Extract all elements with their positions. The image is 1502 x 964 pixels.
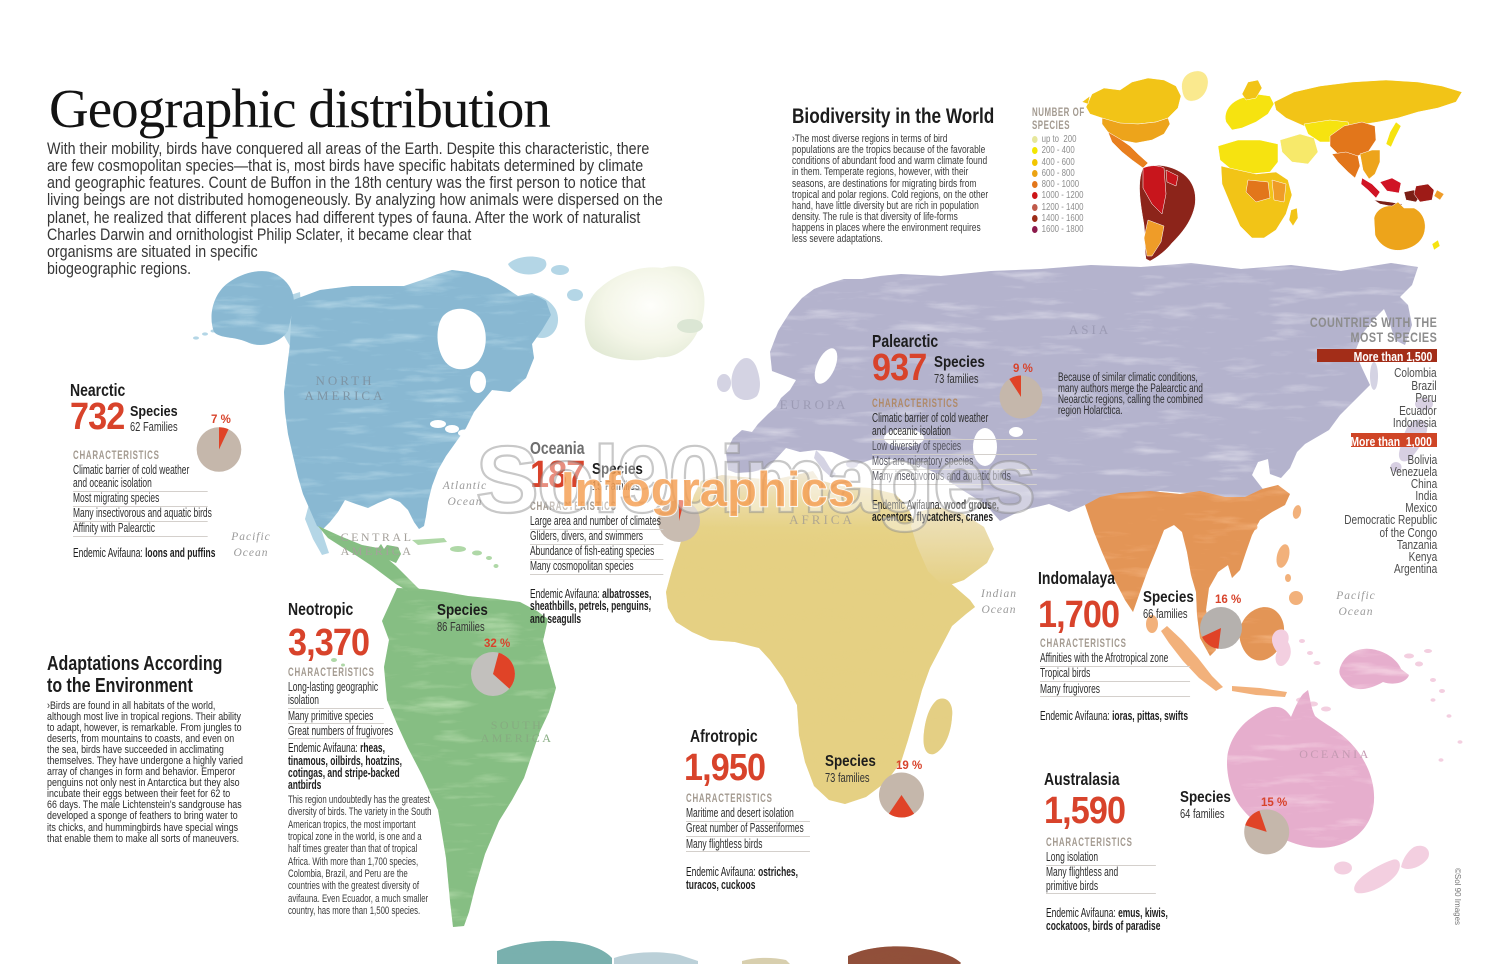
svg-text:Atlantic: Atlantic	[442, 480, 487, 492]
svg-text:CENTRAL: CENTRAL	[341, 530, 414, 544]
svg-text:Pacific: Pacific	[1335, 590, 1376, 602]
svg-text:AMERICA: AMERICA	[305, 388, 386, 403]
svg-text:OCEANIA: OCEANIA	[1299, 747, 1371, 761]
svg-text:EUROPA: EUROPA	[780, 397, 849, 412]
svg-text:AFRICA: AFRICA	[789, 512, 855, 527]
svg-text:Ocean: Ocean	[1338, 606, 1373, 618]
svg-text:Indian: Indian	[980, 588, 1017, 600]
svg-text:NORTH: NORTH	[316, 373, 375, 388]
svg-text:Ocean: Ocean	[233, 547, 268, 559]
svg-text:AMERICA: AMERICA	[341, 544, 414, 558]
svg-text:Pacific: Pacific	[230, 531, 271, 543]
svg-text:SOUTH: SOUTH	[491, 718, 544, 732]
svg-text:AMERICA: AMERICA	[481, 731, 554, 745]
svg-text:Ocean: Ocean	[981, 604, 1016, 616]
svg-text:ASIA: ASIA	[1069, 322, 1111, 337]
svg-text:Ocean: Ocean	[447, 496, 482, 508]
